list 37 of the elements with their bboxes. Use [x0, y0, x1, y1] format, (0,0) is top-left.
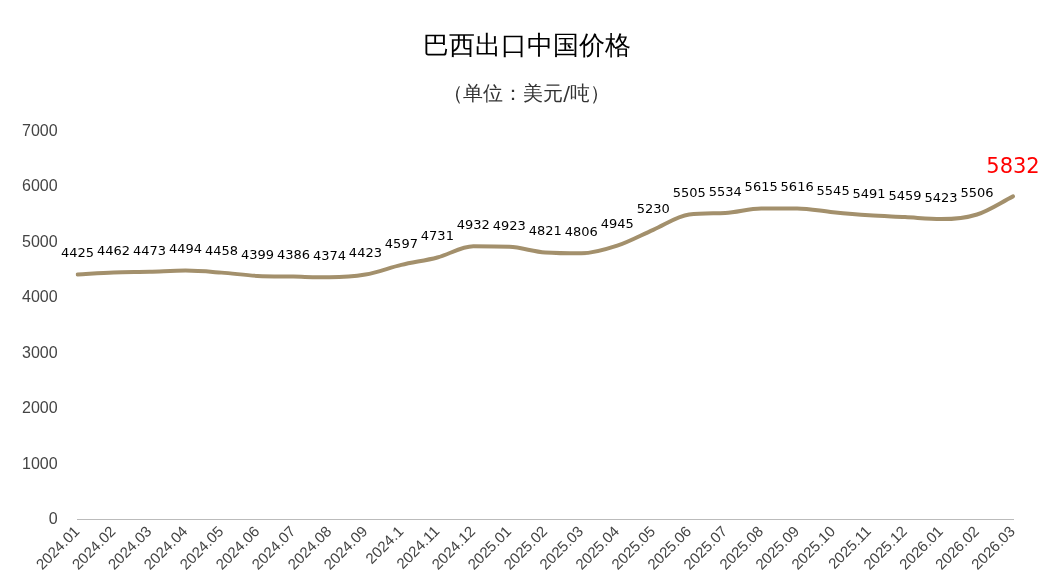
data-label: 5616 — [780, 179, 814, 195]
y-tick-label: 3000 — [22, 343, 58, 361]
data-label: 4458 — [204, 243, 239, 259]
data-label: 5505 — [672, 185, 706, 201]
y-tick-label: 4000 — [22, 288, 58, 306]
data-label: 4494 — [168, 241, 203, 257]
data-label: 4473 — [133, 242, 167, 258]
data-label: 4425 — [61, 245, 95, 261]
data-label: 5459 — [888, 187, 922, 203]
y-tick-label: 7000 — [22, 122, 58, 140]
data-label: 4945 — [600, 216, 634, 232]
data-label: 4932 — [456, 217, 490, 233]
data-label: 4806 — [564, 224, 598, 240]
y-tick-label: 1000 — [22, 454, 58, 472]
y-tick-label: 0 — [48, 510, 58, 528]
data-label: 5615 — [744, 179, 778, 195]
data-label: 4597 — [384, 235, 418, 251]
data-label: 4374 — [312, 248, 346, 264]
data-label: 4923 — [492, 217, 526, 233]
data-label: 4462 — [97, 243, 131, 259]
chart-title: 巴西出口中国价格 — [421, 29, 632, 62]
data-label: 4386 — [276, 247, 310, 263]
data-label: 4821 — [528, 223, 562, 239]
y-tick-label: 2000 — [22, 399, 58, 417]
data-label: 5491 — [852, 186, 886, 202]
data-label: 4731 — [420, 228, 454, 244]
data-label: 4399 — [240, 246, 275, 262]
y-tick-label: 5000 — [22, 232, 58, 250]
data-label: 5832 — [986, 154, 1040, 179]
data-label: 5230 — [636, 200, 670, 216]
data-label: 5506 — [960, 185, 994, 201]
data-label: 5423 — [924, 189, 958, 205]
data-label: 4423 — [348, 245, 382, 261]
y-tick-label: 6000 — [22, 177, 58, 195]
data-label: 5534 — [708, 183, 742, 199]
chart-subtitle: （单位：美元/吨） — [442, 80, 611, 107]
data-label: 5545 — [816, 183, 850, 199]
